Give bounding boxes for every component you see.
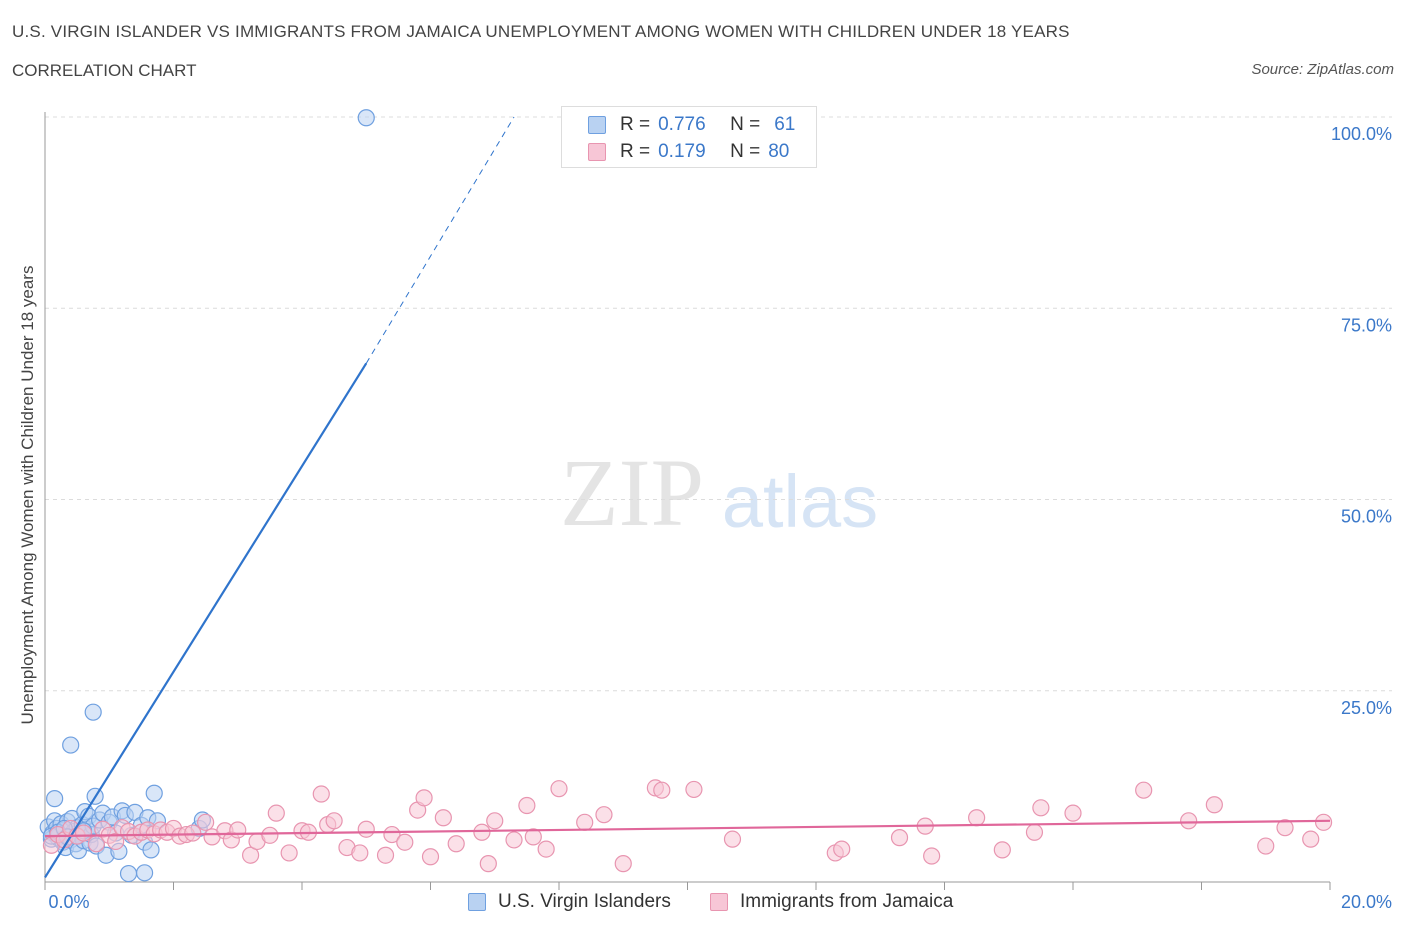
r-label: R = (620, 141, 651, 162)
point-jamaica (312, 785, 330, 803)
stats-legend: R = 0.776 N = 61 R = 0.179 N = 80 (561, 106, 817, 168)
point-jamaica (1302, 830, 1320, 848)
source-text: Source: ZipAtlas.com (1251, 61, 1394, 78)
point-virgin-islanders (62, 736, 80, 754)
point-jamaica (383, 825, 401, 844)
legend-swatch-blue (588, 116, 606, 134)
point-jamaica (923, 847, 941, 865)
point-jamaica (229, 821, 247, 839)
point-jamaica (1276, 819, 1294, 837)
axes (44, 112, 1331, 890)
x-tick-label: 0.0% (48, 892, 89, 912)
point-jamaica (890, 829, 909, 847)
point-jamaica (184, 824, 202, 842)
y-tick-label: 75.0% (1341, 315, 1392, 335)
trend-line-extension (365, 116, 515, 364)
trend-line-jamaica (44, 819, 1331, 838)
point-jamaica (993, 841, 1011, 859)
point-jamaica (376, 846, 395, 864)
x-tick-label: 20.0% (1341, 892, 1392, 912)
point-jamaica (1135, 781, 1153, 799)
point-jamaica (723, 830, 742, 848)
n-value: 61 (774, 114, 796, 135)
point-jamaica (421, 848, 440, 866)
y-tick-label: 50.0% (1341, 507, 1392, 527)
point-jamaica (280, 844, 298, 862)
grid-lines (45, 116, 1392, 692)
n-label: N = (730, 114, 761, 135)
legend-label: Immigrants from Jamaica (740, 891, 954, 912)
n-value: 80 (768, 141, 790, 162)
legend-item-jamaica: Immigrants from Jamaica (710, 889, 953, 915)
point-jamaica (1064, 804, 1082, 822)
point-jamaica (325, 812, 343, 830)
point-jamaica (653, 781, 671, 799)
point-virgin-islanders (142, 841, 160, 859)
point-jamaica (614, 855, 632, 873)
point-jamaica (434, 809, 452, 827)
point-jamaica (550, 780, 568, 798)
watermark-atlas: atlas (722, 460, 878, 543)
point-jamaica (473, 823, 491, 841)
point-jamaica (486, 812, 504, 830)
point-jamaica (1025, 823, 1044, 841)
r-value: 0.776 (658, 114, 706, 135)
point-jamaica (1180, 812, 1198, 830)
watermark: ZIP atlas (560, 439, 878, 546)
point-jamaica (1205, 796, 1223, 814)
point-jamaica (968, 809, 986, 827)
point-jamaica (1032, 799, 1050, 817)
legend-swatch-pink (588, 143, 606, 161)
point-jamaica (479, 855, 497, 873)
point-jamaica (1314, 813, 1333, 831)
legend-item-virgin-islanders: U.S. Virgin Islanders (468, 889, 671, 915)
point-virgin-islanders (357, 109, 375, 127)
tick-labels: 25.0% 50.0% 75.0% 100.0% 0.0% 20.0% (48, 124, 1392, 912)
point-jamaica (505, 831, 523, 849)
y-axis-label: Unemployment Among Women with Children U… (18, 265, 37, 725)
point-jamaica (242, 846, 260, 864)
y-tick-label: 100.0% (1331, 124, 1392, 144)
point-jamaica (685, 780, 703, 799)
point-virgin-islanders (46, 790, 64, 808)
legend-row-virgin-islanders: R = 0.776 N = 61 (588, 113, 795, 137)
n-label: N = (730, 141, 761, 162)
point-virgin-islanders (119, 864, 138, 883)
point-jamaica (595, 806, 613, 824)
y-tick-label: 25.0% (1341, 698, 1392, 718)
point-jamaica (396, 833, 414, 851)
point-jamaica (261, 826, 279, 844)
watermark-zip: ZIP (560, 439, 704, 546)
data-points (39, 109, 1333, 883)
legend-row-jamaica: R = 0.179 N = 80 (588, 140, 789, 164)
point-jamaica (267, 804, 285, 822)
legend-label: U.S. Virgin Islanders (498, 891, 671, 912)
legend-swatch-blue (468, 893, 486, 911)
point-jamaica (518, 796, 536, 815)
chart-subtitle: CORRELATION CHART (12, 61, 197, 80)
point-jamaica (524, 828, 542, 846)
point-jamaica (447, 835, 465, 853)
legend-swatch-pink (710, 893, 728, 911)
point-virgin-islanders (84, 703, 102, 721)
point-jamaica (576, 813, 594, 831)
point-jamaica (107, 832, 125, 851)
point-jamaica (1257, 837, 1275, 855)
point-jamaica (351, 844, 369, 862)
r-value: 0.179 (658, 141, 706, 162)
point-jamaica (415, 789, 433, 807)
point-virgin-islanders (145, 784, 163, 802)
point-jamaica (357, 820, 375, 838)
point-virgin-islanders (135, 864, 154, 882)
point-jamaica (537, 840, 555, 858)
point-jamaica (74, 824, 93, 842)
point-jamaica (197, 813, 215, 831)
point-jamaica (833, 840, 851, 858)
r-label: R = (620, 114, 651, 135)
chart-title: U.S. VIRGIN ISLANDER VS IMMIGRANTS FROM … (12, 22, 1070, 41)
trend-line-virgin-islanders (44, 362, 368, 878)
trend-lines (44, 116, 1331, 878)
